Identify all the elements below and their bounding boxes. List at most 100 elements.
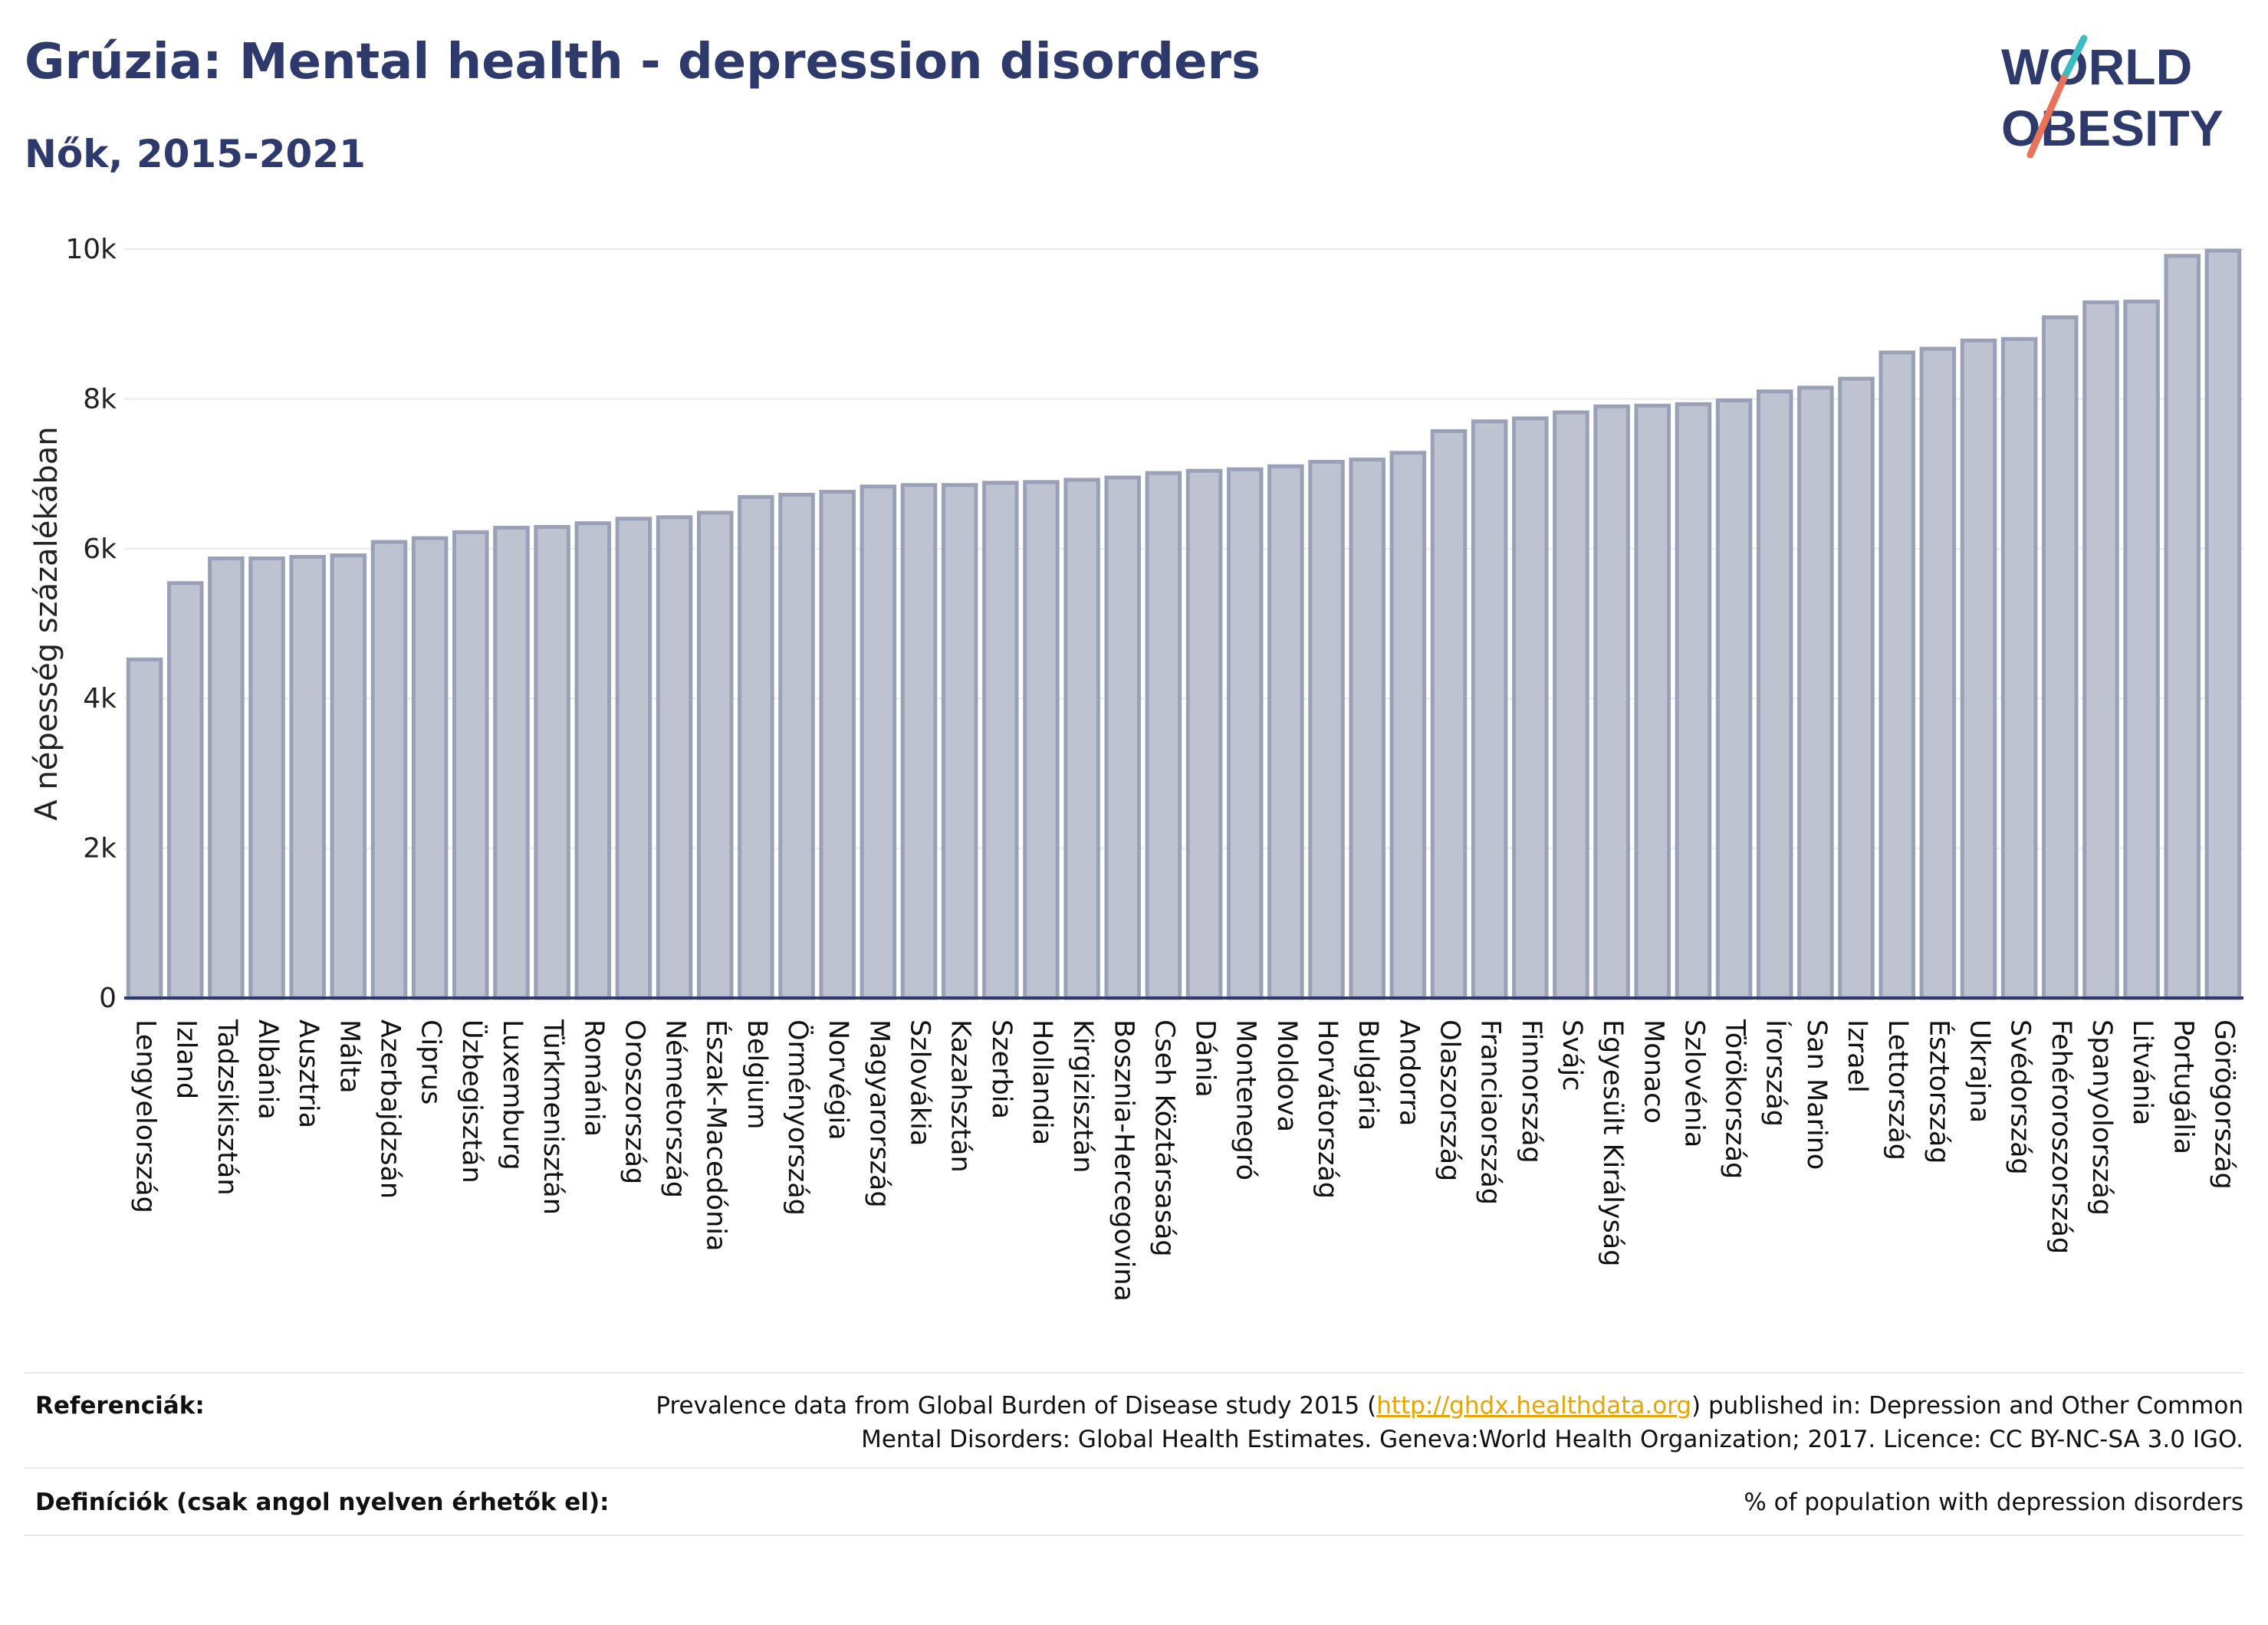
bar xyxy=(1023,480,1060,1000)
bar xyxy=(1593,404,1630,1000)
x-tick-label: Andorra xyxy=(1393,1019,1424,1126)
x-tick-label: Cseh Köztársaság xyxy=(1149,1019,1179,1257)
x-tick-label: Svájc xyxy=(1556,1019,1587,1091)
bar xyxy=(615,517,652,1000)
bar xyxy=(411,536,449,1000)
bar xyxy=(1471,419,1508,1000)
bar xyxy=(126,657,163,1000)
x-tick-label: Izrael xyxy=(1842,1019,1872,1093)
bar xyxy=(1675,402,1712,1000)
y-tick-label: 8k xyxy=(83,383,117,415)
y-tick-label: 2k xyxy=(83,833,117,865)
bar xyxy=(2204,248,2242,1000)
bar xyxy=(534,524,570,1000)
x-tick-label: Lengyelország xyxy=(130,1019,161,1213)
x-tick-label: Egyesült Királyság xyxy=(1597,1019,1628,1266)
x-tick-label: Azerbajdzsán xyxy=(375,1019,406,1199)
y-axis-label: A népesség százalékában xyxy=(29,426,64,820)
bar xyxy=(1308,459,1345,1000)
bar xyxy=(2164,254,2201,1000)
x-tick-label: Montenegró xyxy=(1231,1019,1261,1180)
x-tick-label: Észak-Macedónia xyxy=(701,1019,733,1251)
bar xyxy=(493,525,530,1000)
x-tick-label: Szlovénia xyxy=(1678,1019,1709,1147)
bar xyxy=(696,510,734,1000)
bar xyxy=(2123,299,2160,1000)
x-tick-label: Görögország xyxy=(2208,1019,2239,1190)
x-tick-label: Észtország xyxy=(1923,1019,1955,1164)
x-tick-label: Ciprus xyxy=(416,1019,446,1105)
y-tick-label: 10k xyxy=(65,234,117,265)
bar xyxy=(1267,464,1304,1000)
logo-line1: WORLD xyxy=(2001,38,2192,95)
x-tick-label: Kazahsztán xyxy=(945,1019,976,1173)
references-link[interactable]: http://ghdx.healthdata.org xyxy=(1376,1392,1692,1420)
bar xyxy=(1838,376,1875,1000)
x-tick-label: Kirgizisztán xyxy=(1067,1019,1098,1173)
x-tick-label: Türkmenisztán xyxy=(537,1019,568,1215)
bar xyxy=(1634,403,1671,1000)
references-text-line2: Mental Disorders: Global Health Estimate… xyxy=(861,1426,2243,1453)
bar xyxy=(166,581,204,1000)
logo-slash-top xyxy=(2060,34,2088,82)
bar xyxy=(2082,300,2119,1000)
x-tick-label: Horvátország xyxy=(1312,1019,1343,1199)
x-tick-label: Tadzsikisztán xyxy=(212,1019,242,1196)
definitions-text: % of population with depression disorder… xyxy=(1744,1489,2243,1516)
bar xyxy=(1715,398,1753,1000)
x-tick-label: Finnország xyxy=(1516,1019,1547,1164)
x-tick-label: Románia xyxy=(578,1019,609,1137)
x-tick-label: Magyarország xyxy=(863,1019,894,1208)
y-tick-label: 4k xyxy=(83,683,117,714)
x-tick-label: Írország xyxy=(1760,1019,1793,1127)
bar xyxy=(738,494,774,1000)
definitions-row: Definíciók (csak angol nyelven érhetők e… xyxy=(25,1467,2243,1536)
references-text-after: ) published in: Depression and Other Com… xyxy=(1691,1392,2243,1420)
x-tick-label: Olaszország xyxy=(1435,1019,1465,1181)
bar xyxy=(2000,336,2038,1000)
bar xyxy=(452,530,489,1000)
bar xyxy=(656,515,693,1000)
bar-chart: 0 2k 4k 6k 8k 10k A népesség százalékában Lengy… xyxy=(29,234,2243,1302)
bar xyxy=(819,490,856,1000)
bar xyxy=(860,484,897,1000)
bar xyxy=(1104,475,1142,1000)
bar xyxy=(1960,338,1997,1000)
x-tick-label: Málta xyxy=(334,1019,364,1094)
x-tick-label: Ausztria xyxy=(293,1019,324,1128)
definitions-label: Definíciók (csak angol nyelven érhetők e… xyxy=(35,1489,610,1516)
x-tick-label: San Marino xyxy=(1801,1019,1832,1170)
bar xyxy=(2042,315,2079,1000)
x-tick-label: Bulgária xyxy=(1353,1019,1383,1131)
bar xyxy=(289,555,326,1000)
references-text: Prevalence data from Global Burden of Di… xyxy=(557,1389,2243,1456)
x-tick-label: Lettország xyxy=(1882,1019,1913,1160)
logo-line2: OBESITY xyxy=(2001,100,2224,156)
bar xyxy=(330,553,367,1000)
x-tick-label: Örményország xyxy=(782,1019,814,1216)
world-obesity-logo: WORLD OBESITY xyxy=(2001,34,2224,159)
bar xyxy=(941,483,978,1000)
bar xyxy=(1349,458,1385,1000)
bar xyxy=(1226,467,1264,1000)
x-tick-label: Törökország xyxy=(1720,1019,1750,1179)
x-tick-label: Luxemburg xyxy=(497,1019,528,1170)
x-tick-label: Ukrajna xyxy=(1964,1019,1995,1123)
x-tick-label: Üzbegisztán xyxy=(456,1019,488,1183)
x-tick-label: Litvánia xyxy=(2127,1019,2158,1125)
bar xyxy=(982,481,1019,1000)
bar xyxy=(574,521,612,1000)
x-tick-label: Bosznia-Hercegovina xyxy=(1108,1019,1139,1302)
bar xyxy=(778,492,815,1000)
logo-slash-bottom xyxy=(2026,74,2068,159)
references-text-before: Prevalence data from Global Burden of Di… xyxy=(656,1392,1377,1420)
bar xyxy=(248,556,285,1000)
bar xyxy=(1756,389,1793,1000)
x-tick-label: Hollandia xyxy=(1027,1019,1057,1145)
x-tick-label: Franciaország xyxy=(1475,1019,1506,1205)
x-tick-label: Szerbia xyxy=(986,1019,1017,1119)
bar xyxy=(900,483,938,1000)
y-tick-label: 0 xyxy=(99,983,117,1014)
x-tick-label: Belgium xyxy=(741,1019,772,1130)
bar xyxy=(370,540,408,1000)
